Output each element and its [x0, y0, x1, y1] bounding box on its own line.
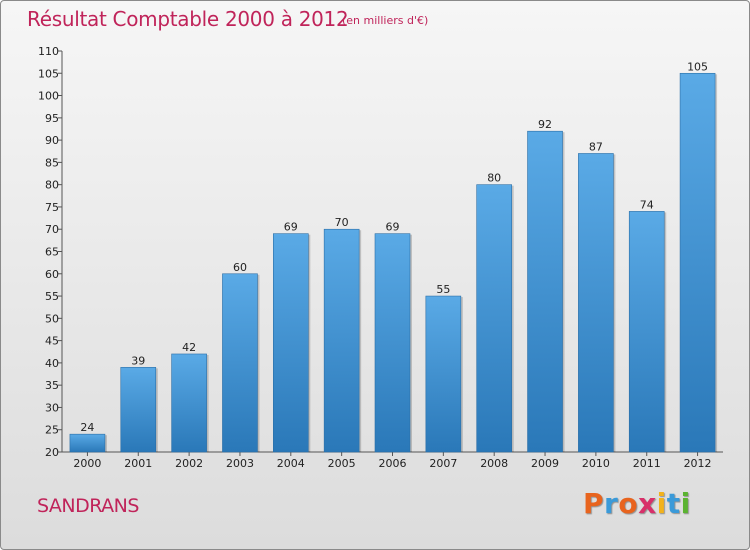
bar-2007: [425, 295, 462, 453]
chart-bars: 24 39 42 60 69 70 69 55 80 92 87 74 105: [69, 60, 718, 453]
commune-name: SANDRANS: [37, 495, 139, 517]
chart-title: Résultat Comptable 2000 à 2012: [27, 7, 349, 31]
x-tick-label-2009: 2009: [531, 457, 559, 470]
y-tick-label: 60: [45, 268, 59, 281]
y-tick-label: 35: [45, 379, 59, 392]
y-tick-label: 95: [45, 112, 59, 125]
x-tick-label-2007: 2007: [429, 457, 457, 470]
value-label-2011: 74: [640, 198, 654, 211]
y-tick-label: 40: [45, 357, 59, 370]
value-label-2009: 92: [538, 118, 552, 131]
x-tick-label-2006: 2006: [379, 457, 407, 470]
bar-2008: [476, 184, 512, 453]
value-label-2012: 105: [687, 60, 708, 73]
bar-2012: [679, 72, 716, 453]
bar-2006: [374, 233, 411, 453]
bar-2009: [527, 130, 563, 453]
bar-2000: [69, 433, 106, 453]
y-tick-label: 50: [45, 312, 59, 325]
bar-2010: [578, 153, 614, 453]
x-tick-label-2010: 2010: [582, 457, 610, 470]
bar-2001: [120, 367, 157, 453]
value-label-2005: 70: [335, 216, 349, 229]
x-tick-label-2004: 2004: [277, 457, 305, 470]
y-tick-label: 25: [45, 424, 59, 437]
value-label-2003: 60: [233, 261, 247, 274]
logo-letter: i: [656, 487, 667, 520]
bar-2005: [323, 228, 360, 453]
y-tick-label: 105: [38, 67, 59, 80]
y-tick-label: 75: [45, 201, 59, 214]
value-label-2002: 42: [182, 341, 196, 354]
y-tick-label: 85: [45, 156, 59, 169]
y-tick-label: 80: [45, 179, 59, 192]
logo-letter: o: [618, 487, 639, 520]
y-tick-label: 70: [45, 223, 59, 236]
x-tick-label-2005: 2005: [328, 457, 356, 470]
value-label-2010: 87: [589, 140, 603, 153]
logo-letter: i: [680, 487, 691, 520]
bar-2003: [222, 273, 258, 453]
value-label-2004: 69: [284, 221, 298, 234]
x-tick-label-2008: 2008: [480, 457, 508, 470]
value-label-2006: 69: [386, 221, 400, 234]
proxiti-logo: Proxiti: [583, 487, 691, 520]
chart-axes: 20 25 30 35 40 45 50 55 60 65 70 75 80 85 90 95 100 105 11…: [38, 45, 723, 470]
y-tick-label: 30: [45, 401, 59, 414]
x-tick-label-2003: 2003: [226, 457, 254, 470]
x-tick-label-2002: 2002: [175, 457, 203, 470]
x-tick-label-2000: 2000: [73, 457, 101, 470]
logo-letter: P: [583, 487, 605, 520]
bar-2002: [171, 353, 207, 453]
y-tick-label: 110: [38, 45, 59, 58]
y-tick-label: 20: [45, 446, 59, 459]
y-tick-label: 45: [45, 335, 59, 348]
bar-2004: [273, 233, 309, 453]
value-label-2000: 24: [80, 421, 94, 434]
y-tick-label: 90: [45, 134, 59, 147]
x-tick-label-2001: 2001: [124, 457, 152, 470]
value-label-2008: 80: [487, 172, 501, 185]
value-label-2007: 55: [436, 283, 450, 296]
y-tick-label: 100: [38, 90, 59, 103]
y-tick-label: 55: [45, 290, 59, 303]
x-tick-label-2012: 2012: [684, 457, 712, 470]
chart-subtitle: (en milliers d'€): [342, 14, 429, 27]
logo-letter: t: [666, 487, 681, 520]
bar-2011: [628, 211, 665, 453]
logo-letter: r: [604, 487, 619, 520]
x-tick-label-2011: 2011: [633, 457, 661, 470]
logo-letter: x: [638, 487, 657, 520]
y-tick-label: 65: [45, 246, 59, 259]
value-label-2001: 39: [131, 354, 145, 367]
